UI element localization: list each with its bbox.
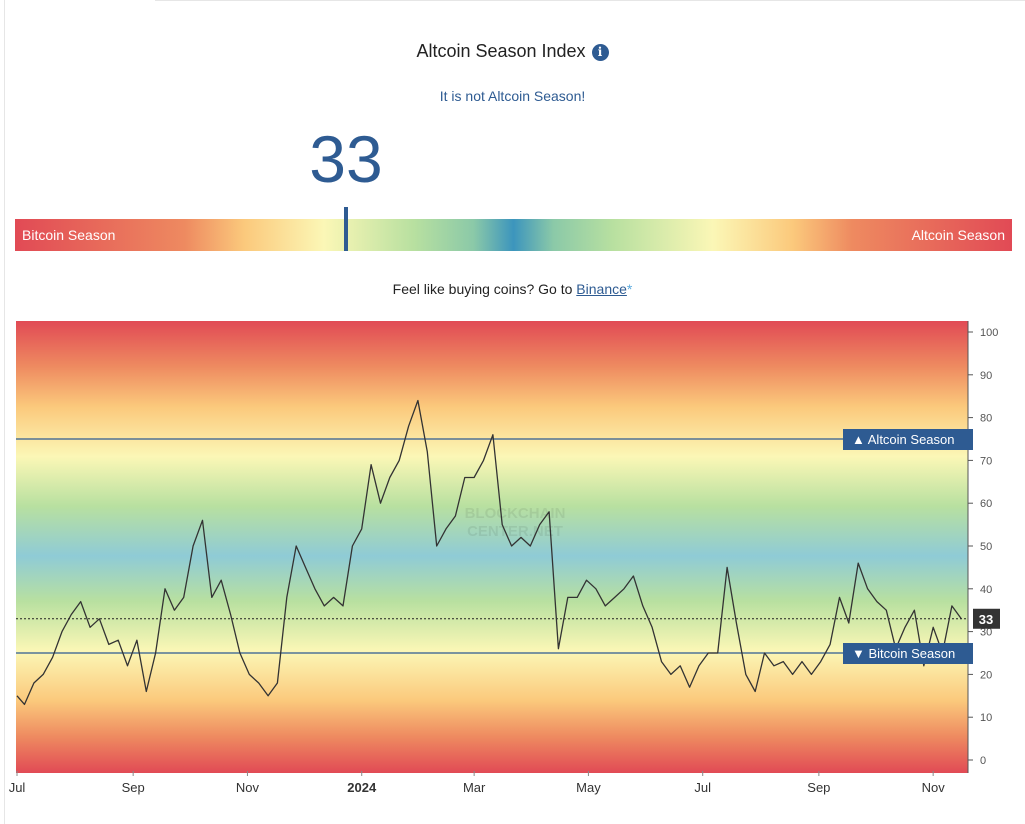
- index-value: 33: [309, 122, 383, 196]
- promo-line: Feel like buying coins? Go to Binance*: [0, 281, 1025, 297]
- gauge-label-bitcoin: Bitcoin Season: [22, 227, 116, 243]
- x-tick-label: May: [576, 780, 601, 795]
- threshold-label-0: ▲ Altcoin Season: [852, 432, 954, 447]
- series-line-0: [16, 399, 962, 706]
- y-tick-label: 100: [980, 327, 998, 339]
- x-tick-label: Jul: [9, 780, 26, 795]
- y-tick-label: 30: [980, 627, 992, 639]
- x-tick-label: Jul: [694, 780, 711, 795]
- binance-link[interactable]: Binance: [576, 281, 627, 297]
- gauge-label-altcoin: Altcoin Season: [911, 227, 1005, 243]
- promo-star: *: [626, 281, 633, 297]
- season-status: It is not Altcoin Season!: [439, 88, 586, 104]
- page-border-left: [4, 0, 5, 824]
- page-border-top: [155, 0, 1025, 1]
- x-tick-label: Sep: [122, 780, 145, 795]
- current-value-badge: [973, 608, 1000, 629]
- threshold-value-1: 25: [978, 646, 992, 661]
- page-title: Altcoin Season Index i: [0, 41, 1025, 62]
- season-gauge: Bitcoin Season Altcoin Season: [15, 219, 1012, 251]
- y-tick-label: 70: [980, 455, 992, 467]
- page-title-text: Altcoin Season Index: [416, 41, 586, 61]
- y-tick-label: 20: [980, 669, 992, 681]
- threshold-value-0: 75: [978, 432, 992, 447]
- y-tick-label: 60: [980, 498, 992, 510]
- gauge-marker: [344, 207, 348, 251]
- y-tick-label: 80: [980, 413, 992, 425]
- threshold-label-box-1: [843, 643, 973, 664]
- watermark-line-2: CENTER.NET: [467, 523, 563, 540]
- x-tick-label: 2024: [347, 780, 377, 795]
- x-tick-label: Nov: [236, 780, 260, 795]
- current-value-label: 33: [979, 612, 993, 627]
- x-tick-label: Nov: [922, 780, 946, 795]
- y-tick-label: 90: [980, 370, 992, 382]
- y-tick-label: 50: [980, 541, 992, 553]
- info-icon[interactable]: i: [591, 43, 609, 61]
- threshold-label-box-0: [843, 429, 973, 450]
- promo-text: Feel like buying coins? Go to: [392, 281, 577, 297]
- altcoin-season-chart: BLOCKCHAIN CENTER.NET 0 10 20 30 40 50 60 70 80 90…: [9, 321, 1000, 795]
- watermark-line-1: BLOCKCHAIN: [465, 505, 566, 522]
- y-tick-label: 0: [980, 755, 986, 767]
- chart-background: [16, 321, 968, 773]
- x-tick-label: Sep: [807, 780, 830, 795]
- threshold-label-1: ▼ Bitcoin Season: [852, 646, 955, 661]
- y-tick-label: 40: [980, 584, 992, 596]
- y-tick-label: 10: [980, 712, 992, 724]
- chart-watermark: BLOCKCHAIN CENTER.NET: [465, 505, 566, 540]
- x-tick-label: Mar: [463, 780, 486, 795]
